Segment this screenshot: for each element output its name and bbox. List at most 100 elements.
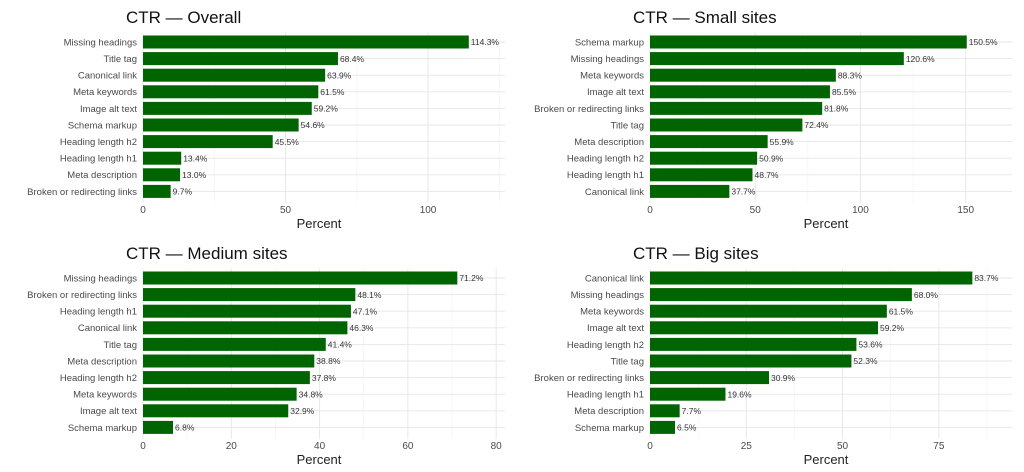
chart-svg-big-sites: CTR — Big sites Canonical link 83.7% Missin… bbox=[534, 244, 1012, 467]
bar-broken-or-redirecting-links bbox=[650, 371, 769, 385]
bar-meta-keywords bbox=[650, 68, 836, 82]
bar-meta-description bbox=[650, 135, 768, 149]
value-label: 114.3% bbox=[471, 37, 500, 47]
category-label: Broken or redirecting links bbox=[534, 104, 644, 115]
category-label: Heading length h2 bbox=[60, 373, 137, 384]
category-label: Meta description bbox=[574, 406, 644, 417]
x-tick-label: 150 bbox=[957, 205, 974, 216]
chart-title: CTR — Small sites bbox=[633, 8, 777, 27]
category-label: Heading length h1 bbox=[567, 390, 644, 401]
value-label: 37.7% bbox=[731, 187, 756, 197]
category-label: Broken or redirecting links bbox=[27, 187, 137, 198]
bar-meta-keywords bbox=[650, 304, 887, 318]
value-label: 72.4% bbox=[804, 120, 829, 130]
value-label: 6.5% bbox=[677, 423, 697, 433]
value-label: 34.8% bbox=[299, 389, 324, 399]
bar-canonical-link bbox=[143, 321, 348, 335]
chart-panel-medium-sites: CTR — Medium sites Missing headings 71.2% B… bbox=[0, 236, 512, 472]
value-label: 55.9% bbox=[770, 137, 795, 147]
bar-broken-or-redirecting-links bbox=[143, 288, 356, 302]
value-label: 63.9% bbox=[327, 70, 352, 80]
bar-meta-description bbox=[650, 404, 680, 418]
x-tick-label: 20 bbox=[226, 441, 238, 452]
value-label: 37.8% bbox=[312, 373, 337, 383]
category-label: Image alt text bbox=[80, 406, 137, 417]
bar-title-tag bbox=[143, 52, 338, 66]
value-label: 47.1% bbox=[353, 306, 378, 316]
category-label: Meta description bbox=[574, 137, 644, 148]
bar-heading-length-h1 bbox=[650, 168, 753, 182]
bar-heading-length-h1 bbox=[650, 387, 726, 401]
chart-panel-big-sites: CTR — Big sites Canonical link 83.7% Missin… bbox=[507, 236, 1019, 472]
x-tick-label: 50 bbox=[750, 205, 762, 216]
category-label: Schema markup bbox=[575, 37, 644, 48]
bar-heading-length-h1 bbox=[143, 151, 182, 165]
category-label: Missing headings bbox=[571, 54, 645, 65]
category-label: Meta description bbox=[67, 356, 137, 367]
category-label: Missing headings bbox=[64, 37, 138, 48]
value-label: 59.2% bbox=[314, 104, 339, 114]
chart-title: CTR — Overall bbox=[126, 8, 241, 27]
category-label: Broken or redirecting links bbox=[534, 373, 644, 384]
value-label: 54.6% bbox=[301, 120, 326, 130]
x-tick-label: 75 bbox=[933, 441, 945, 452]
value-label: 71.2% bbox=[459, 273, 484, 283]
bar-meta-description bbox=[143, 354, 315, 368]
x-axis-title: Percent bbox=[297, 216, 342, 231]
bar-broken-or-redirecting-links bbox=[143, 184, 171, 198]
bar-missing-headings bbox=[143, 271, 458, 285]
x-tick-label: 60 bbox=[402, 441, 414, 452]
x-tick-label: 0 bbox=[647, 441, 653, 452]
bar-title-tag bbox=[650, 118, 803, 132]
x-axis-title: Percent bbox=[297, 452, 342, 467]
value-label: 61.5% bbox=[320, 87, 345, 97]
x-tick-label: 0 bbox=[647, 205, 653, 216]
category-label: Heading length h2 bbox=[567, 340, 644, 351]
bar-schema-markup bbox=[143, 118, 299, 132]
value-label: 48.1% bbox=[357, 290, 382, 300]
value-label: 41.4% bbox=[328, 340, 353, 350]
category-label: Title tag bbox=[611, 120, 644, 131]
bar-image-alt-text bbox=[143, 101, 312, 115]
value-label: 59.2% bbox=[880, 323, 905, 333]
bar-canonical-link bbox=[650, 271, 973, 285]
chart-svg-medium-sites: CTR — Medium sites Missing headings 71.2% B… bbox=[27, 244, 505, 467]
category-label: Image alt text bbox=[587, 87, 644, 98]
bar-canonical-link bbox=[650, 184, 730, 198]
chart-panel-overall: CTR — Overall Missing headings 114.3% Title… bbox=[0, 0, 512, 236]
category-label: Meta keywords bbox=[580, 307, 644, 318]
value-label: 13.4% bbox=[183, 153, 208, 163]
value-label: 50.9% bbox=[759, 153, 784, 163]
category-label: Meta keywords bbox=[580, 71, 644, 82]
bar-canonical-link bbox=[143, 68, 326, 82]
category-label: Missing headings bbox=[571, 290, 645, 301]
category-label: Meta keywords bbox=[73, 390, 137, 401]
value-label: 53.6% bbox=[858, 340, 883, 350]
bar-meta-keywords bbox=[143, 387, 297, 401]
bar-meta-keywords bbox=[143, 85, 319, 99]
category-label: Schema markup bbox=[68, 120, 137, 131]
bar-schema-markup bbox=[650, 35, 967, 49]
x-tick-label: 40 bbox=[314, 441, 326, 452]
category-label: Meta keywords bbox=[73, 87, 137, 98]
value-label: 88.3% bbox=[838, 70, 863, 80]
value-label: 85.5% bbox=[832, 87, 857, 97]
chart-svg-overall: CTR — Overall Missing headings 114.3% Title… bbox=[27, 8, 505, 231]
category-label: Canonical link bbox=[78, 323, 137, 334]
category-label: Broken or redirecting links bbox=[27, 290, 137, 301]
value-label: 13.0% bbox=[182, 170, 207, 180]
x-axis-title: Percent bbox=[804, 216, 849, 231]
category-label: Canonical link bbox=[585, 273, 644, 284]
value-label: 61.5% bbox=[889, 306, 914, 316]
category-label: Heading length h1 bbox=[567, 170, 644, 181]
x-tick-label: 0 bbox=[140, 205, 146, 216]
value-label: 6.8% bbox=[175, 423, 195, 433]
category-label: Canonical link bbox=[585, 187, 644, 198]
value-label: 81.8% bbox=[824, 104, 849, 114]
x-tick-label: 50 bbox=[837, 441, 849, 452]
bar-title-tag bbox=[650, 354, 852, 368]
value-label: 9.7% bbox=[173, 187, 193, 197]
chart-title: CTR — Medium sites bbox=[126, 244, 288, 263]
bar-meta-description bbox=[143, 168, 181, 182]
value-label: 19.6% bbox=[727, 389, 752, 399]
